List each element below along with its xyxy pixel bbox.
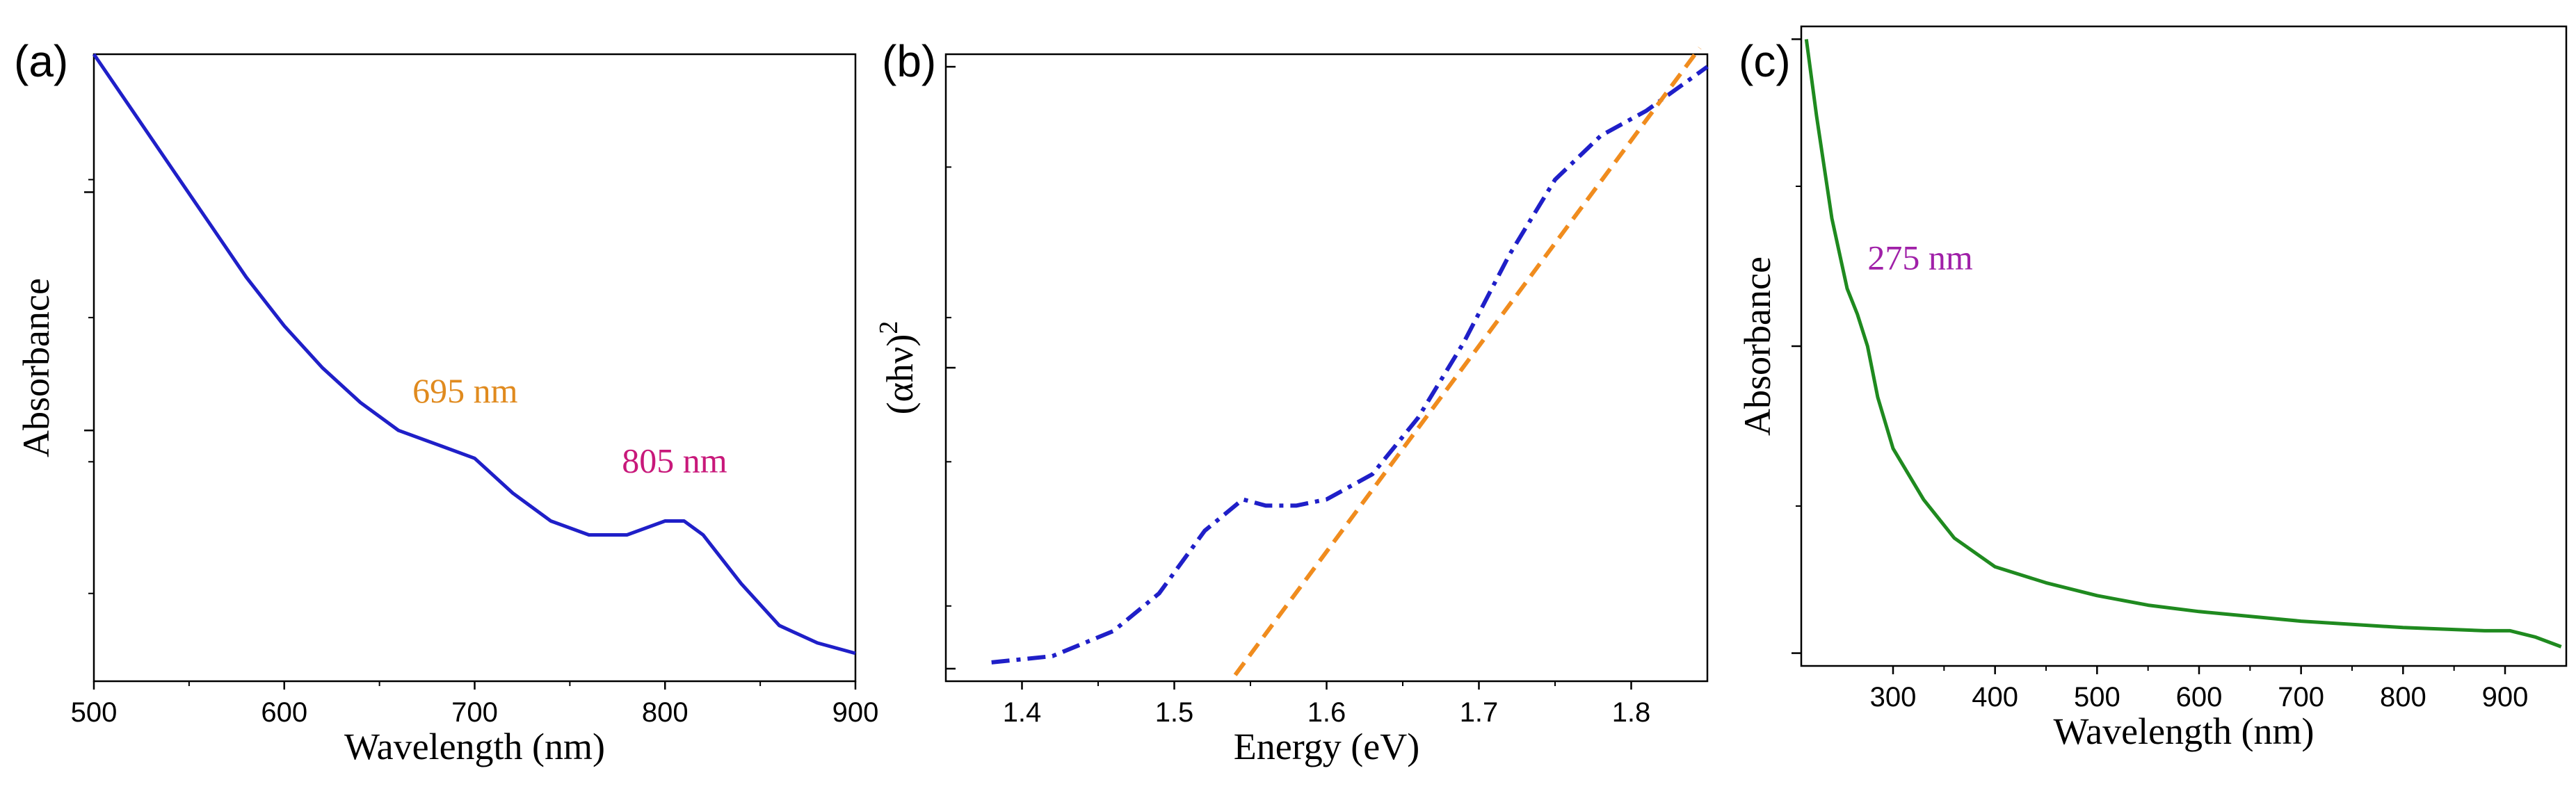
series-linear-fit xyxy=(1233,47,1702,676)
peak-annotation: 805 nm xyxy=(622,441,727,480)
plot-frame xyxy=(1800,25,2568,667)
x-tick-label: 600 xyxy=(2176,682,2223,712)
y-axis-title: Absorbance xyxy=(15,278,57,457)
x-tick-label: 300 xyxy=(1870,682,1917,712)
x-tick-label: 1.5 xyxy=(1155,697,1194,728)
x-tick-label: 1.4 xyxy=(1003,697,1042,728)
y-axis-title: Absorbance xyxy=(1737,256,1778,436)
peak-annotation: 695 nm xyxy=(412,371,518,410)
series-absorbance xyxy=(1804,39,2562,649)
x-tick-label: 400 xyxy=(1972,682,2018,712)
x-tick-label: 800 xyxy=(642,697,689,728)
panel-c: 300 400 500 600 700 800 900 275 nm (c) Wavelength… xyxy=(1737,25,2568,752)
x-tick-label: 900 xyxy=(2482,682,2529,712)
x-tick-label: 1.7 xyxy=(1460,697,1499,728)
x-tick-label: 900 xyxy=(832,697,879,728)
panel-label: (a) xyxy=(14,36,68,86)
x-tick-label: 600 xyxy=(261,697,307,728)
series-absorbance xyxy=(92,53,856,656)
x-tick-label: 800 xyxy=(2380,682,2426,712)
panel-label: (b) xyxy=(882,36,936,86)
x-tick-label: 500 xyxy=(2074,682,2120,712)
x-axis-title: Wavelength (nm) xyxy=(344,726,605,767)
series-tauc-curve xyxy=(991,65,1709,665)
x-axis-title: Energy (eV) xyxy=(1234,726,1419,767)
y-axis-title: (αhν)2 xyxy=(874,321,921,415)
panel-label: (c) xyxy=(1739,36,1791,86)
panel-a: 500 600 700 800 900 695 nm 805 nm (a) Wavelength… xyxy=(14,36,878,767)
plot-frame xyxy=(944,53,1709,683)
plot-frame xyxy=(92,53,857,683)
x-tick-label: 500 xyxy=(71,697,118,728)
panel-b: 1.4 1.5 1.6 1.7 1.8 (b) Energy (eV) (αhν)2 xyxy=(874,36,1709,767)
y-axis-title-superscript: 2 xyxy=(874,321,903,334)
x-axis-title: Wavelength (nm) xyxy=(2053,710,2314,752)
x-tick-label: 700 xyxy=(2278,682,2324,712)
x-tick-label: 700 xyxy=(451,697,498,728)
x-tick-label: 1.8 xyxy=(1612,697,1651,728)
peak-annotation: 275 nm xyxy=(1867,238,1973,277)
x-tick-label: 1.6 xyxy=(1307,697,1346,728)
